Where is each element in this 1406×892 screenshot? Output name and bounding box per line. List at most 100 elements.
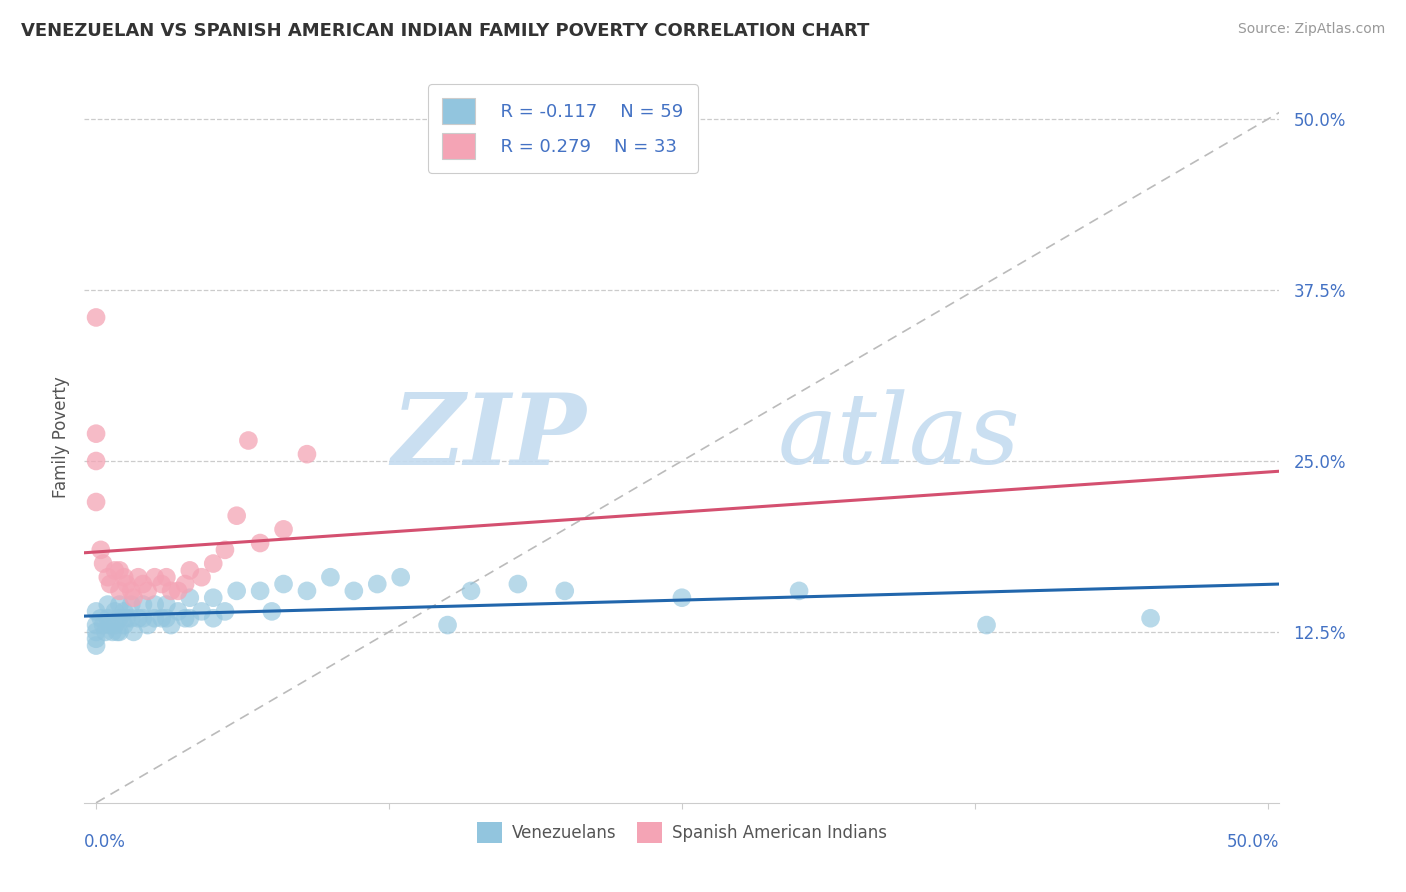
- Point: [105, 624, 128, 639]
- Point: [104, 563, 127, 577]
- Point: [84, 495, 107, 509]
- Point: [160, 583, 183, 598]
- Point: [120, 583, 142, 598]
- Point: [319, 570, 342, 584]
- Point: [120, 598, 142, 612]
- Y-axis label: Family Poverty: Family Poverty: [52, 376, 70, 498]
- Point: [127, 611, 149, 625]
- Point: [460, 583, 482, 598]
- Point: [179, 611, 201, 625]
- Point: [136, 618, 159, 632]
- Point: [295, 583, 318, 598]
- Point: [202, 611, 225, 625]
- Point: [202, 557, 225, 571]
- Point: [155, 611, 177, 625]
- Point: [202, 591, 225, 605]
- Point: [160, 618, 183, 632]
- Point: [150, 611, 173, 625]
- Point: [214, 542, 236, 557]
- Point: [190, 604, 212, 618]
- Text: 50.0%: 50.0%: [1227, 833, 1279, 851]
- Point: [97, 611, 120, 625]
- Point: [143, 611, 166, 625]
- Point: [249, 536, 271, 550]
- Point: [179, 563, 201, 577]
- Point: [84, 310, 107, 325]
- Point: [98, 577, 121, 591]
- Point: [91, 557, 114, 571]
- Point: [84, 426, 107, 441]
- Point: [84, 624, 107, 639]
- Point: [84, 618, 107, 632]
- Point: [115, 577, 138, 591]
- Point: [225, 583, 247, 598]
- Point: [108, 611, 131, 625]
- Point: [108, 583, 131, 598]
- Point: [84, 639, 107, 653]
- Point: [249, 583, 271, 598]
- Point: [98, 618, 121, 632]
- Point: [122, 591, 145, 605]
- Point: [127, 570, 149, 584]
- Point: [115, 611, 138, 625]
- Point: [112, 570, 135, 584]
- Point: [112, 618, 135, 632]
- Point: [1139, 611, 1161, 625]
- Point: [94, 624, 117, 639]
- Point: [179, 591, 201, 605]
- Point: [84, 454, 107, 468]
- Point: [214, 604, 236, 618]
- Text: ZIP: ZIP: [391, 389, 586, 485]
- Point: [190, 570, 212, 584]
- Point: [104, 604, 127, 618]
- Point: [150, 577, 173, 591]
- Point: [91, 618, 114, 632]
- Point: [366, 577, 388, 591]
- Point: [506, 577, 529, 591]
- Point: [101, 624, 124, 639]
- Point: [90, 542, 112, 557]
- Point: [976, 618, 998, 632]
- Point: [97, 570, 120, 584]
- Point: [132, 577, 155, 591]
- Point: [84, 604, 107, 618]
- Point: [143, 598, 166, 612]
- Point: [122, 624, 145, 639]
- Point: [436, 618, 458, 632]
- Point: [108, 598, 131, 612]
- Point: [155, 570, 177, 584]
- Point: [343, 583, 366, 598]
- Point: [273, 522, 295, 536]
- Point: [273, 577, 295, 591]
- Point: [671, 591, 693, 605]
- Point: [84, 632, 107, 646]
- Point: [167, 583, 190, 598]
- Legend: Venezuelans, Spanish American Indians: Venezuelans, Spanish American Indians: [471, 815, 893, 849]
- Point: [167, 604, 190, 618]
- Point: [108, 563, 131, 577]
- Point: [112, 604, 135, 618]
- Point: [104, 618, 127, 632]
- Point: [260, 604, 283, 618]
- Point: [225, 508, 247, 523]
- Point: [143, 570, 166, 584]
- Point: [97, 598, 120, 612]
- Text: atlas: atlas: [778, 390, 1021, 484]
- Point: [389, 570, 412, 584]
- Point: [136, 583, 159, 598]
- Point: [155, 598, 177, 612]
- Point: [174, 611, 197, 625]
- Text: 0.0%: 0.0%: [84, 833, 127, 851]
- Point: [132, 611, 155, 625]
- Point: [90, 611, 112, 625]
- Point: [238, 434, 260, 448]
- Point: [120, 611, 142, 625]
- Point: [295, 447, 318, 461]
- Point: [554, 583, 576, 598]
- Point: [132, 598, 155, 612]
- Text: Source: ZipAtlas.com: Source: ZipAtlas.com: [1237, 22, 1385, 37]
- Point: [174, 577, 197, 591]
- Text: VENEZUELAN VS SPANISH AMERICAN INDIAN FAMILY POVERTY CORRELATION CHART: VENEZUELAN VS SPANISH AMERICAN INDIAN FA…: [21, 22, 869, 40]
- Point: [787, 583, 810, 598]
- Point: [108, 624, 131, 639]
